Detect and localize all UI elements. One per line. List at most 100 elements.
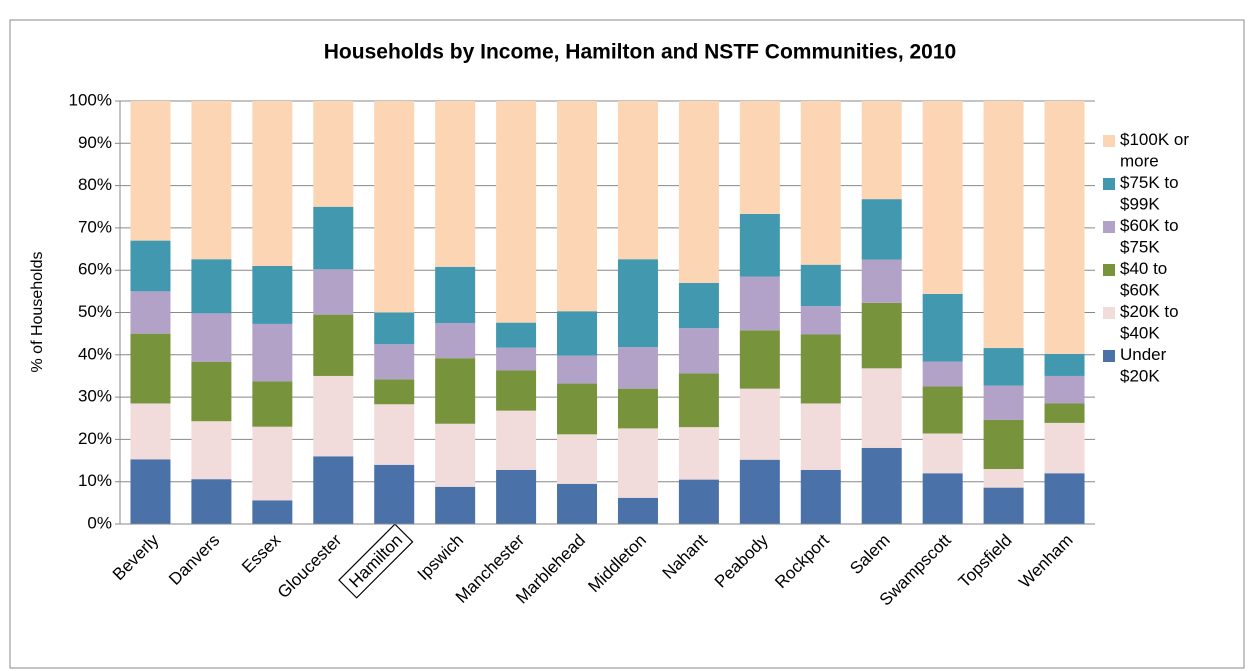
bar-segment bbox=[557, 101, 598, 312]
bar-segment bbox=[374, 101, 415, 313]
bar-segment bbox=[191, 479, 232, 524]
bar-segment bbox=[983, 385, 1024, 420]
y-tick-label: 90% bbox=[78, 133, 112, 152]
bar-segment bbox=[861, 101, 902, 200]
bar-segment bbox=[496, 370, 537, 411]
bar-segment bbox=[252, 323, 293, 382]
bar-segment bbox=[1044, 473, 1085, 524]
bar-segment bbox=[191, 259, 232, 314]
bar-segment bbox=[800, 403, 841, 470]
bar-segment bbox=[435, 323, 476, 359]
bar-segment bbox=[252, 265, 293, 324]
bar-segment bbox=[739, 388, 780, 460]
bar-segment bbox=[617, 388, 658, 429]
legend-label: $100K or more bbox=[1120, 130, 1189, 171]
bar-segment bbox=[922, 361, 963, 387]
bar-segment bbox=[617, 259, 658, 348]
bar-segment bbox=[130, 291, 171, 334]
legend-swatch bbox=[1103, 178, 1115, 190]
bar-segment bbox=[1044, 353, 1085, 376]
bar-segment bbox=[252, 101, 293, 266]
bar-segment bbox=[861, 199, 902, 260]
bar-segment bbox=[861, 368, 902, 448]
y-tick-label: 60% bbox=[78, 260, 112, 279]
bar-segment bbox=[313, 314, 354, 376]
y-tick-label: 70% bbox=[78, 217, 112, 236]
bar-segment bbox=[252, 426, 293, 501]
bar-segment bbox=[557, 355, 598, 384]
bar-segment bbox=[435, 101, 476, 267]
bar-segment bbox=[678, 101, 719, 283]
y-tick-label: 30% bbox=[78, 387, 112, 406]
bar-segment bbox=[678, 427, 719, 480]
bar-segment bbox=[496, 322, 537, 348]
bar-segment bbox=[739, 459, 780, 524]
bar-segment bbox=[557, 483, 598, 524]
bar-segment bbox=[983, 348, 1024, 386]
bar-segment bbox=[496, 469, 537, 524]
bar-segment bbox=[800, 334, 841, 404]
bar-segment bbox=[191, 421, 232, 480]
bar-segment bbox=[313, 269, 354, 315]
bar-segment bbox=[1044, 375, 1085, 404]
y-axis-label: % of Households bbox=[29, 252, 46, 373]
bar-segment bbox=[922, 473, 963, 524]
bar-segment bbox=[557, 434, 598, 484]
bar-segment bbox=[739, 101, 780, 214]
bar-segment bbox=[374, 379, 415, 405]
bar-segment bbox=[861, 302, 902, 369]
bar-segment bbox=[739, 213, 780, 277]
y-tick-label: 100% bbox=[69, 90, 112, 109]
bar-segment bbox=[678, 282, 719, 329]
bar-segment bbox=[557, 383, 598, 435]
bar-segment bbox=[983, 419, 1024, 470]
bar-segment bbox=[800, 264, 841, 307]
bar-segment bbox=[374, 312, 415, 345]
bar-segment bbox=[374, 404, 415, 465]
bar-segment bbox=[191, 361, 232, 422]
bar-segment bbox=[800, 306, 841, 335]
bar-segment bbox=[130, 240, 171, 292]
bar-segment bbox=[435, 423, 476, 487]
bar-segment bbox=[739, 330, 780, 389]
bar-segment bbox=[617, 347, 658, 389]
bar-segment bbox=[313, 101, 354, 207]
bar-segment bbox=[313, 456, 354, 524]
bar-segment bbox=[435, 486, 476, 524]
bar-segment bbox=[800, 101, 841, 265]
y-tick-label: 20% bbox=[78, 429, 112, 448]
bar-segment bbox=[252, 500, 293, 524]
bar-segment bbox=[678, 479, 719, 524]
bar-segment bbox=[130, 403, 171, 460]
bar-segment bbox=[739, 276, 780, 331]
legend-swatch bbox=[1103, 221, 1115, 233]
bar-segment bbox=[922, 101, 963, 294]
bar-segment bbox=[191, 101, 232, 260]
bar-segment bbox=[617, 497, 658, 524]
legend-swatch bbox=[1103, 264, 1115, 276]
bar-segment bbox=[191, 313, 232, 362]
legend-swatch bbox=[1103, 135, 1115, 147]
bar-segment bbox=[861, 259, 902, 303]
bar-segment bbox=[922, 386, 963, 434]
highlight-box bbox=[338, 523, 414, 599]
bar-segment bbox=[678, 373, 719, 428]
legend-label: $40 to $60K bbox=[1120, 259, 1167, 300]
bar-segment bbox=[435, 358, 476, 424]
bar-segment bbox=[374, 464, 415, 524]
bar-segment bbox=[496, 101, 537, 323]
legend-label: $75K to $99K bbox=[1120, 173, 1179, 214]
bar-segment bbox=[922, 433, 963, 474]
bar-segment bbox=[130, 333, 171, 404]
bar-segment bbox=[130, 459, 171, 524]
bar-segment bbox=[252, 381, 293, 427]
bar-segment bbox=[496, 347, 537, 371]
legend-label: $20K to $40K bbox=[1120, 302, 1179, 343]
bar-segment bbox=[861, 447, 902, 524]
legend-swatch bbox=[1103, 350, 1115, 362]
bar-segment bbox=[617, 428, 658, 498]
y-tick-label: 10% bbox=[78, 471, 112, 490]
bar-segment bbox=[1044, 101, 1085, 354]
y-tick-label: 50% bbox=[78, 302, 112, 321]
